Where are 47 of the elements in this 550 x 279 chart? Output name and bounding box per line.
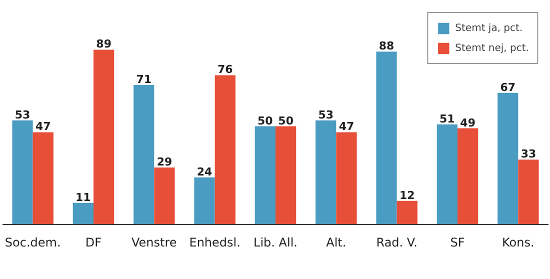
x-tick-label: SF xyxy=(450,236,465,250)
bar xyxy=(254,126,276,224)
data-label: 88 xyxy=(378,40,394,53)
bar xyxy=(276,126,296,224)
bar xyxy=(458,128,478,224)
legend-label: Stemt nej, pct. xyxy=(455,42,529,54)
data-label: 29 xyxy=(156,156,172,169)
bar xyxy=(518,160,539,224)
bar xyxy=(316,120,336,224)
data-label: 11 xyxy=(76,190,91,204)
bar xyxy=(498,92,518,224)
data-label: 47 xyxy=(35,120,51,134)
x-tick-label: Venstre xyxy=(132,236,177,250)
data-label: 51 xyxy=(440,112,455,126)
data-label: 67 xyxy=(500,80,516,94)
bar xyxy=(336,132,357,224)
bar xyxy=(154,168,175,224)
bar xyxy=(376,52,397,224)
x-tick-label: Alt. xyxy=(326,236,346,250)
bar xyxy=(194,177,215,224)
data-label: 12 xyxy=(399,188,415,202)
data-label: 53 xyxy=(14,108,30,122)
x-tick-label: Lib. All. xyxy=(254,236,298,250)
bar xyxy=(32,132,54,224)
data-label: 53 xyxy=(318,108,334,122)
x-tick-label: Rad. V. xyxy=(376,236,418,250)
bar xyxy=(214,75,236,224)
data-label: 76 xyxy=(217,63,234,76)
x-tick-label: Enhedsl. xyxy=(189,236,240,250)
bar xyxy=(134,85,154,224)
x-tick-label: Soc.dem. xyxy=(4,236,61,250)
data-label: 49 xyxy=(460,116,476,130)
data-label: 50 xyxy=(278,114,294,128)
data-label: 89 xyxy=(96,38,112,51)
x-tick-label: DF xyxy=(85,236,102,250)
data-label: 47 xyxy=(338,120,354,134)
bar xyxy=(72,202,94,224)
bar xyxy=(94,50,114,224)
x-tick-label: Kons. xyxy=(502,236,534,250)
data-label: 50 xyxy=(258,114,274,128)
data-label: 33 xyxy=(520,148,536,161)
data-label: 71 xyxy=(136,73,152,86)
data-label: 24 xyxy=(196,165,213,178)
legend-label: Stemt ja, pct. xyxy=(455,22,523,34)
bar xyxy=(12,120,33,224)
bar xyxy=(436,124,458,224)
bar xyxy=(396,200,418,224)
